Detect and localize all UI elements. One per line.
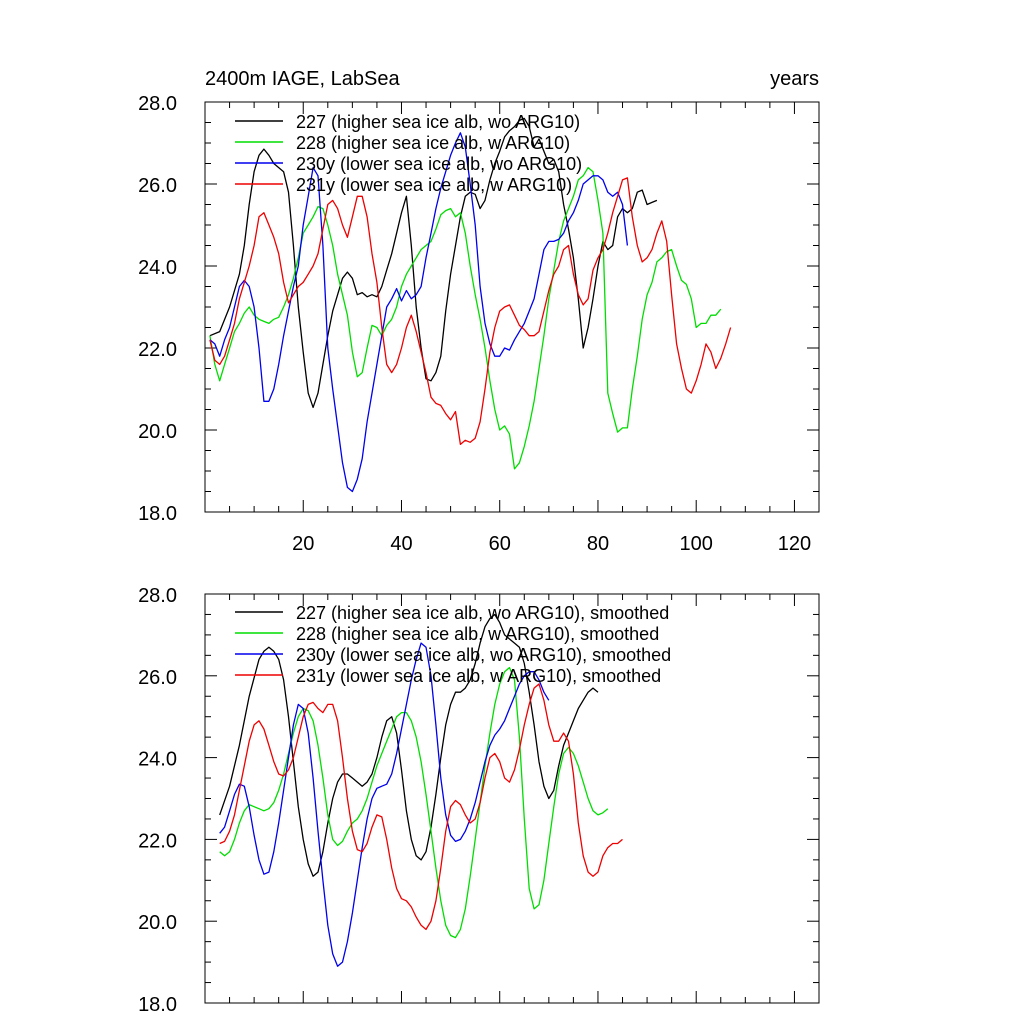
legend-label: 230y (lower sea ice alb, wo ARG10) — [296, 154, 582, 174]
y-tick-label: 18.0 — [138, 503, 177, 525]
y-tick-label: 20.0 — [138, 912, 177, 934]
y-tick-label: 28.0 — [138, 585, 177, 607]
y-tick-label: 24.0 — [138, 749, 177, 771]
y-tick-label: 22.0 — [138, 830, 177, 852]
y-tick-label: 22.0 — [138, 339, 177, 361]
x-tick-label: 120 — [778, 533, 811, 555]
x-tick-label: 20 — [292, 533, 314, 555]
legend-label: 227 (higher sea ice alb, wo ARG10) — [296, 112, 580, 132]
legend-label: 230y (lower sea ice alb, wo ARG10), smoo… — [296, 645, 671, 665]
y-tick-label: 20.0 — [138, 421, 177, 443]
legend-label: 227 (higher sea ice alb, wo ARG10), smoo… — [296, 603, 669, 623]
x-tick-label: 100 — [680, 533, 713, 555]
y-tick-label: 28.0 — [138, 93, 177, 115]
series-line-228 — [209, 166, 722, 470]
series-line-227 — [209, 117, 658, 409]
series-line-228 — [219, 666, 609, 939]
top-panel: 18.0 20.0 22.0 24.0 26.0 28.0 20 40 60 80 100 120 24… — [138, 68, 820, 555]
years-label: years — [770, 68, 819, 90]
series-line-230y — [209, 132, 629, 493]
legend-label: 231y (lower sea ice alb, w ARG10) — [296, 175, 572, 195]
y-tick-label: 18.0 — [138, 994, 177, 1016]
bottom-panel: 18.0 20.0 22.0 24.0 26.0 28.0 227 (higher sea … — [138, 585, 820, 1016]
legend-label: 228 (higher sea ice alb, w ARG10) — [296, 133, 570, 153]
series-line-230y — [219, 642, 550, 967]
chart-title: 2400m IAGE, LabSea — [205, 68, 400, 90]
y-tick-label: 26.0 — [138, 175, 177, 197]
legend-label: 231y (lower sea ice alb, w ARG10), smoot… — [296, 666, 661, 686]
series-line-231y — [219, 683, 623, 931]
y-tick-label: 24.0 — [138, 257, 177, 279]
y-tick-label: 26.0 — [138, 667, 177, 689]
series-line-231y — [209, 177, 732, 446]
legend-label: 228 (higher sea ice alb, w ARG10), smoot… — [296, 624, 659, 644]
series-line-227 — [219, 613, 599, 877]
x-tick-label: 80 — [587, 533, 609, 555]
x-tick-label: 40 — [390, 533, 412, 555]
x-tick-label: 60 — [489, 533, 511, 555]
